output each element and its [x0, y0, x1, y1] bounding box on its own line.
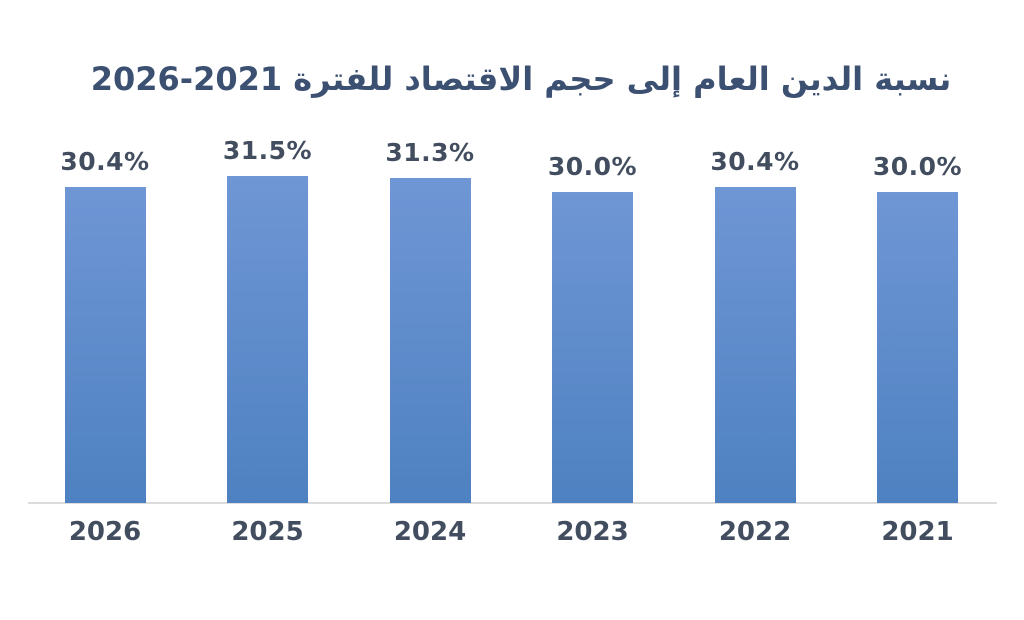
x-axis-label-2022: 2022 — [718, 517, 792, 547]
bar-2024 — [389, 178, 471, 503]
value-label-2025: 31.5% — [222, 136, 313, 165]
x-axis-line — [28, 502, 997, 504]
chart-title-period: 2026-2021 — [90, 60, 283, 98]
bar-2026 — [64, 187, 146, 503]
value-label-2024: 31.3% — [385, 138, 475, 167]
x-axis-label-2021: 2021 — [881, 517, 954, 547]
value-label-2026: 30.4% — [60, 147, 150, 176]
bar-2025 — [227, 176, 308, 503]
bar-2023 — [552, 192, 633, 503]
value-label-2021: 30.0% — [872, 152, 963, 181]
x-axis-label-2025: 2025 — [231, 517, 304, 547]
x-axis-label-2023: 2023 — [556, 517, 629, 547]
value-label-2022: 30.4% — [710, 147, 800, 176]
x-axis-label-2024: 2024 — [393, 517, 467, 547]
bar-2021 — [877, 192, 958, 503]
bar-2022 — [714, 187, 796, 503]
value-label-2023: 30.0% — [547, 152, 638, 181]
chart-title: نسبة الدين العام إلى حجم الاقتصاد للفترة… — [18, 60, 1024, 98]
x-axis-label-2026: 2026 — [68, 517, 142, 547]
chart-title-arabic-text: نسبة الدين العام إلى حجم الاقتصاد للفترة — [293, 60, 952, 98]
